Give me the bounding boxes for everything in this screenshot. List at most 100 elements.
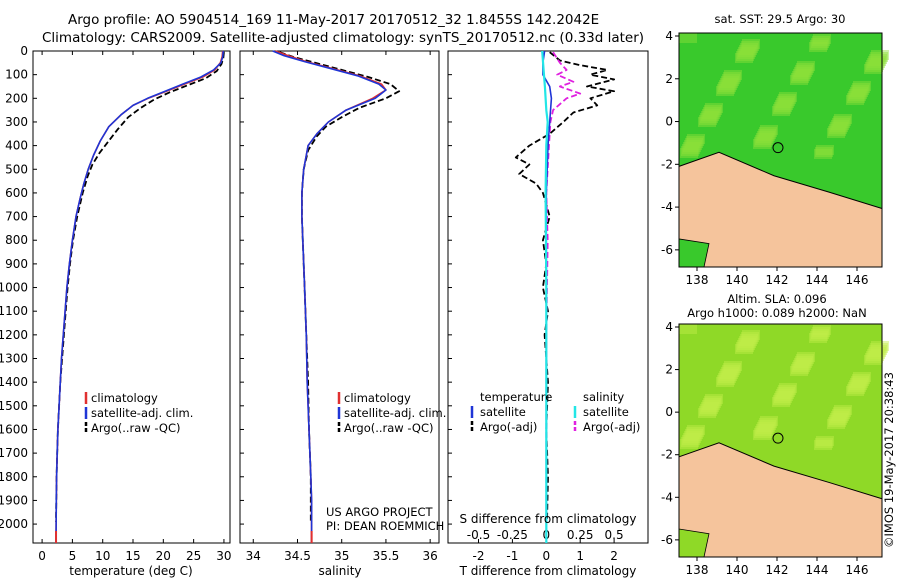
sla-map-sea-patch xyxy=(793,360,811,370)
sst-map-sea-patch xyxy=(777,96,795,106)
legend-argo: Argo(..raw -QC) xyxy=(344,421,434,435)
difference-legend: temperature salinity satellite Argo(-adj… xyxy=(470,390,640,434)
sla-map-sea-patch xyxy=(717,375,735,385)
sst-map-sea-patch xyxy=(773,104,791,114)
sst-map-sea-patch xyxy=(792,71,810,81)
credit-project: US ARGO PROJECT xyxy=(326,505,434,519)
imos-timestamp: ©IMOS 19-May-2017 20:38:43 xyxy=(882,372,896,548)
salinity-tick-label: 35.5 xyxy=(373,549,400,563)
sla-map-sea-patch xyxy=(812,327,830,337)
sla-map-sea-patch xyxy=(686,427,704,437)
legend-satellite: satellite-adj. clim. xyxy=(91,406,193,420)
sst-map-sea-patch xyxy=(772,106,790,116)
sla-map-lon-label: 142 xyxy=(766,563,789,577)
sst-map-sea-patch xyxy=(829,124,847,134)
diff-s-satellite-line xyxy=(541,50,549,543)
sla-map: 138 140 142 144 146 4 2 0 -2 -4 -6 xyxy=(661,320,889,577)
sla-map-title1: Altim. SLA: 0.096 xyxy=(727,292,826,306)
sst-map-sea-patch xyxy=(701,111,719,121)
sst-map-sea-patch xyxy=(703,107,721,117)
sla-map-sea-patch xyxy=(774,393,792,403)
salinity-satellite-line xyxy=(272,50,387,543)
sst-map-sea-patch xyxy=(739,45,757,55)
sst-map-sea-patch xyxy=(847,93,865,103)
depth-tick-label: 1500 xyxy=(0,399,28,413)
sst-map-sea-patch xyxy=(776,98,794,108)
temperature-tick-label: 30 xyxy=(216,549,231,563)
sla-map-sea-patch xyxy=(680,439,698,449)
sla-map-sea-patch xyxy=(705,394,723,404)
sst-map-sea-patch xyxy=(851,85,869,95)
sla-map-sea-patch xyxy=(867,349,885,359)
sst-map-sea-patch xyxy=(815,147,833,157)
sla-map-sea-patch xyxy=(684,431,702,441)
sst-map-sea-patch xyxy=(809,42,827,52)
depth-tick-label: 1200 xyxy=(0,328,28,342)
sst-map-sea-patch xyxy=(685,138,703,148)
sla-map-sea-patch xyxy=(833,407,851,417)
sla-map-sea-patch xyxy=(701,402,719,412)
temperature-tick-label: 0 xyxy=(38,549,46,563)
depth-axis: 0 100 200 300 400 500 600 700 800 900 1000 1100 1200… xyxy=(0,44,452,531)
sla-map-sea-patch xyxy=(810,331,828,341)
sla-map-sea-patch xyxy=(871,341,889,351)
sst-map-sea-patch xyxy=(778,94,796,104)
sla-map-sea-patch xyxy=(775,391,793,401)
sla-map-sea-patch xyxy=(756,424,774,434)
sla-map-sea-patch xyxy=(851,376,869,386)
sla-map-sea-patch xyxy=(816,436,834,446)
sla-map-title2: Argo h1000: 0.089 h2000: NaN xyxy=(687,306,866,320)
sla-map-sea-patch xyxy=(741,332,759,342)
sla-map-lat-label: 4 xyxy=(665,320,673,334)
sla-map-sea-patch xyxy=(772,397,790,407)
depth-tick-label: 800 xyxy=(5,233,28,247)
sla-map-sea-patch xyxy=(687,425,705,435)
sst-map-sea-patch xyxy=(684,140,702,150)
sla-map-lat-label: -2 xyxy=(661,448,673,462)
sst-map-sea-patch xyxy=(680,148,698,158)
sst-map-sea-patch xyxy=(868,56,886,66)
sla-map-lon-label: 138 xyxy=(686,563,709,577)
sst-map-lat-label: 4 xyxy=(665,29,673,43)
sst-map-sea-patch xyxy=(832,118,850,128)
sla-map-sea-patch xyxy=(777,387,795,397)
sst-map-sea-patch xyxy=(699,115,717,125)
sst-map-sea-patch xyxy=(682,144,700,154)
depth-tick-label: 900 xyxy=(5,257,28,271)
sst-map-sea-patch xyxy=(720,78,738,88)
sla-map-sea-patch xyxy=(866,351,884,361)
temperature-legend: climatology satellite-adj. clim. Argo(..… xyxy=(84,391,193,435)
sst-map-sea-patch xyxy=(871,50,889,60)
sst-map-lat-label: -4 xyxy=(661,200,673,214)
salinity-tick-label: 36 xyxy=(423,549,438,563)
depth-tick-label: 1400 xyxy=(0,375,28,389)
sst-map-sea-patch xyxy=(870,52,888,62)
sla-map-sea-patch xyxy=(809,333,827,343)
sla-map-sea-patch xyxy=(846,386,864,396)
sla-map-lat-label: 2 xyxy=(665,363,673,377)
sst-map-lat-label: -2 xyxy=(661,157,673,171)
sst-map-sea-patch xyxy=(813,34,831,44)
sst-map: 138 140 142 144 146 4 2 0 -2 -4 -6 xyxy=(661,29,889,287)
sla-map-sea-patch xyxy=(753,430,771,440)
title-line1: Argo profile: AO 5904514_169 11-May-2017… xyxy=(68,12,599,28)
depth-tick-label: 600 xyxy=(5,186,28,200)
sla-map-sea-patch xyxy=(849,380,867,390)
sla-map-sea-patch xyxy=(679,324,697,334)
legend-salinity-title: salinity xyxy=(583,390,624,404)
sst-map-lon-label: 140 xyxy=(726,273,749,287)
sst-map-sea-patch xyxy=(738,47,756,57)
sla-map-sea-patch xyxy=(759,418,777,428)
sla-map-lon-label: 144 xyxy=(806,563,829,577)
sst-map-sea-patch xyxy=(793,69,811,79)
sst-map-lon-label: 146 xyxy=(846,273,869,287)
sla-map-sea-patch xyxy=(740,334,758,344)
sst-map-lon-label: 144 xyxy=(806,273,829,287)
sst-map-sea-patch xyxy=(705,103,723,113)
sst-map-sea-patch xyxy=(716,86,734,96)
sla-map-land-sea-inlet xyxy=(678,528,710,558)
sla-map-lat-label: 0 xyxy=(665,405,673,419)
sst-map-sea-patch xyxy=(721,76,739,86)
sst-map-sea-patch xyxy=(736,51,754,61)
